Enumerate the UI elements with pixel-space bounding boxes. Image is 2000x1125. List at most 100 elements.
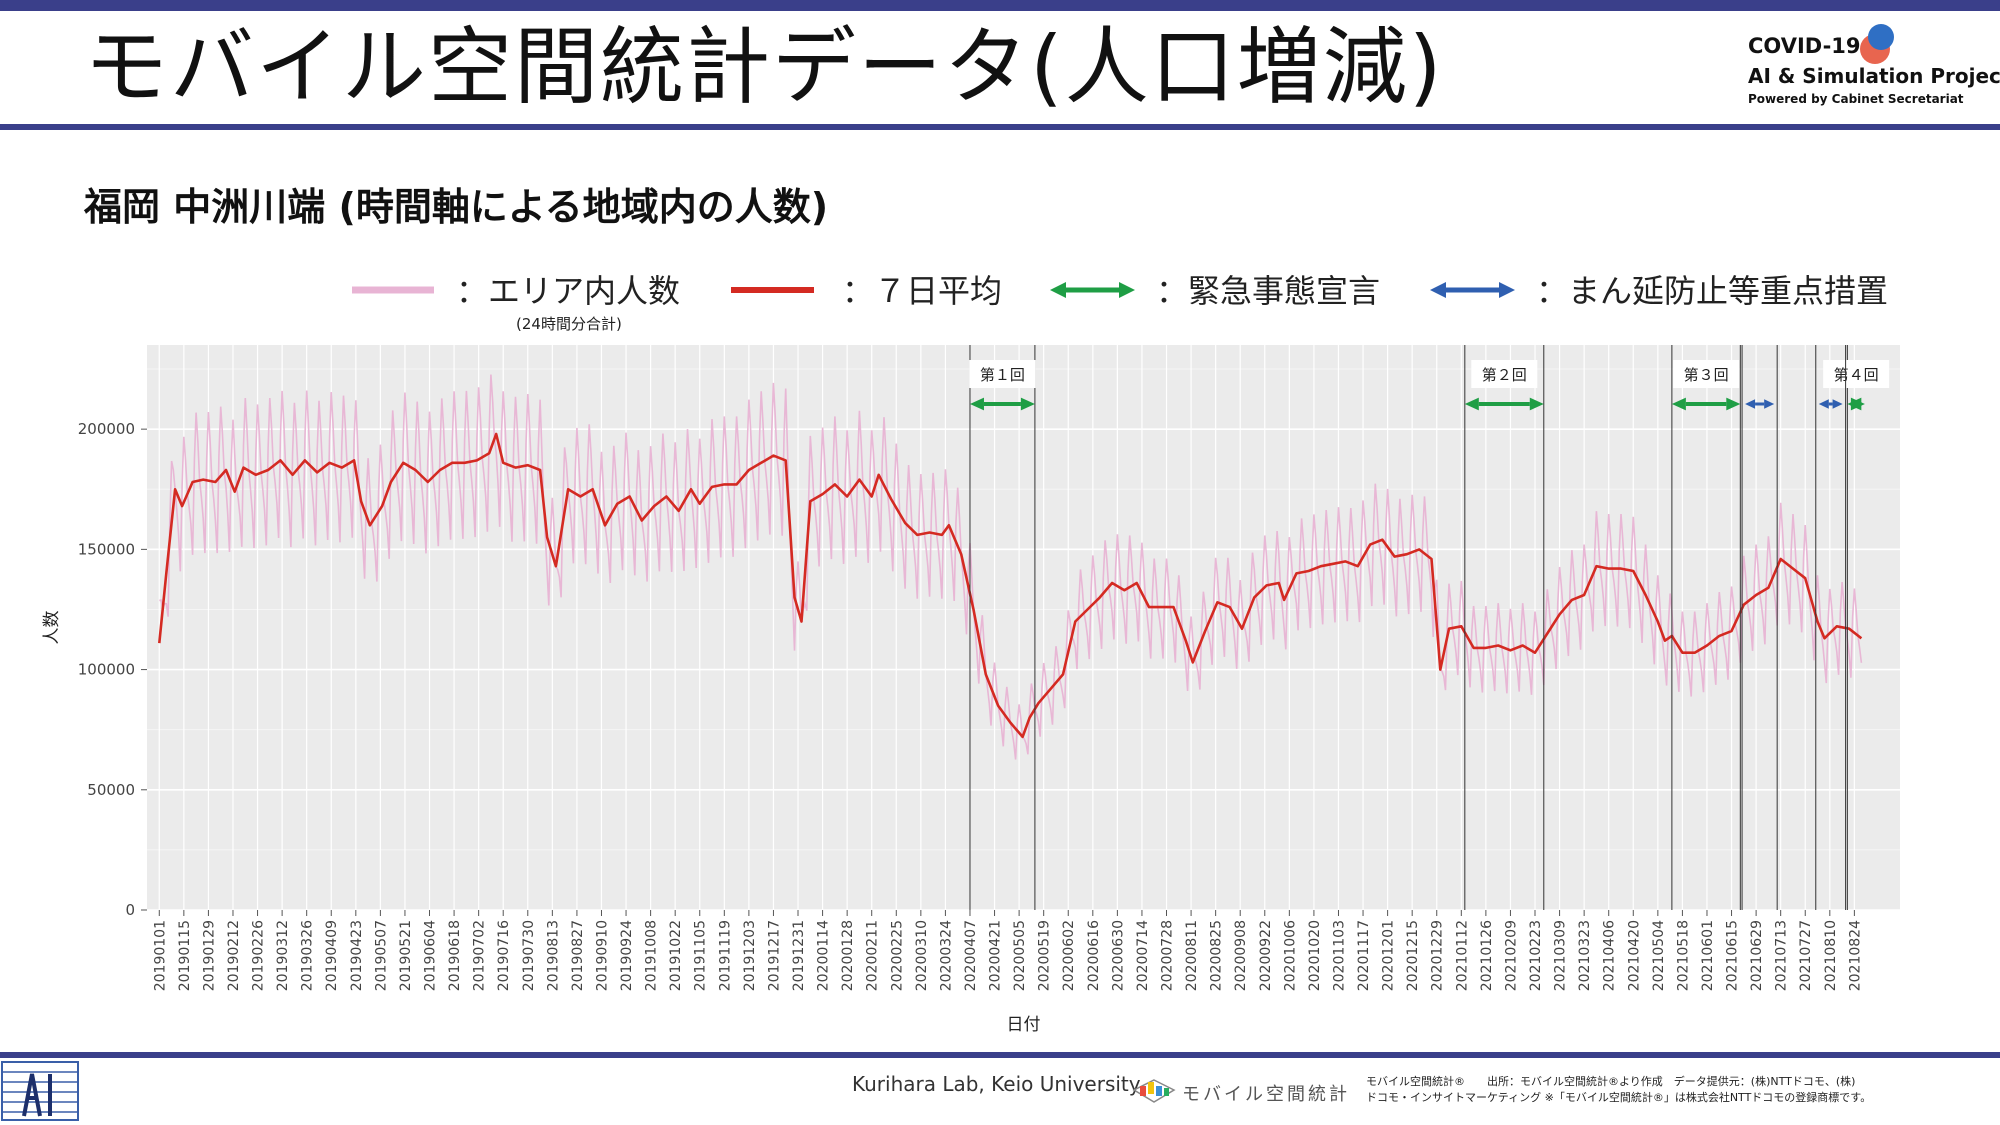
mobile-stats-logo: モバイル空間統計 xyxy=(1130,1076,1347,1106)
x-tick-label: 20190924 xyxy=(619,920,635,991)
x-tick-label: 20190618 xyxy=(447,920,463,991)
emergency-period-arrow xyxy=(1671,397,1741,411)
x-tick-label: 20201229 xyxy=(1430,920,1446,991)
x-tick-label: 20210713 xyxy=(1774,920,1790,991)
chart-subtitle: 福岡 中洲川端 (時間軸による地域内の人数) xyxy=(84,185,829,229)
x-tick-label: 20191105 xyxy=(693,920,709,991)
x-tick-label: 20201117 xyxy=(1356,920,1372,991)
x-tick-label: 20210629 xyxy=(1749,920,1765,991)
legend-semi-emergency-label: ：まん延防止等重点措置 xyxy=(1536,272,1888,310)
y-tick-label: 100000 xyxy=(78,661,135,679)
period-label-box xyxy=(1823,360,1890,388)
x-tick-label: 20200114 xyxy=(816,920,832,991)
x-tick-label: 20190702 xyxy=(472,920,488,991)
seven-day-average-line xyxy=(158,432,1863,739)
source-line-1: モバイル空間統計® 出所：モバイル空間統計®より作成 データ提供元：(株)NTT… xyxy=(1366,1075,1856,1088)
logo-line-1: COVID-19 xyxy=(1748,34,1861,58)
x-tick-label: 20210126 xyxy=(1479,920,1495,991)
mobile-stats-logo-text: モバイル空間統計 xyxy=(1182,1084,1350,1105)
x-tick-label: 20201201 xyxy=(1381,920,1397,991)
x-tick-label: 20191008 xyxy=(644,920,660,991)
x-tick-label: 20200211 xyxy=(865,920,881,991)
x-tick-label: 20210112 xyxy=(1454,920,1470,991)
lab-logo-icon xyxy=(1,1061,79,1121)
x-tick-label: 20200421 xyxy=(988,920,1004,991)
x-tick-label: 20200519 xyxy=(1037,920,1053,991)
data-source-note: モバイル空間統計® 出所：モバイル空間統計®より作成 データ提供元：(株)NTT… xyxy=(1366,1074,1871,1106)
x-tick-label: 20191203 xyxy=(742,920,758,991)
period-label: 第１回 xyxy=(980,366,1025,384)
x-tick-label: 20200728 xyxy=(1160,920,1176,991)
x-tick-label: 20191231 xyxy=(791,920,807,991)
y-tick-label: 200000 xyxy=(78,420,135,438)
x-tick-label: 20200310 xyxy=(914,920,930,991)
x-axis-title: 日付 xyxy=(1007,1015,1041,1035)
mobile-stats-logo-icon xyxy=(1132,1079,1176,1103)
x-tick-label: 20190521 xyxy=(398,920,414,991)
x-tick-label: 20190115 xyxy=(177,920,193,991)
x-tick-label: 20210323 xyxy=(1577,920,1593,991)
x-tick-label: 20190716 xyxy=(496,920,512,991)
x-tick-label: 20200505 xyxy=(1012,920,1028,991)
legend-daily-sublabel: (24時間分合計) xyxy=(516,315,622,333)
x-tick-label: 20190226 xyxy=(251,920,267,991)
page-title: モバイル空間統計データ(人口増減) xyxy=(84,18,1444,116)
x-tick-label: 20200825 xyxy=(1209,920,1225,991)
x-tick-label: 20190409 xyxy=(324,920,340,991)
x-tick-label: 20201006 xyxy=(1282,920,1298,991)
legend-daily-label: ：エリア内人数 xyxy=(456,272,680,310)
x-tick-label: 20190326 xyxy=(300,920,316,991)
x-tick-label: 20210601 xyxy=(1700,920,1716,991)
x-tick-label: 20190910 xyxy=(594,920,610,991)
x-tick-label: 20200225 xyxy=(889,920,905,991)
x-tick-label: 20190827 xyxy=(570,920,586,991)
logo-line-3: Powered by Cabinet Secretariat xyxy=(1748,92,1964,106)
x-tick-label: 20210223 xyxy=(1528,920,1544,991)
emergency-period-arrow xyxy=(969,397,1035,411)
legend-emergency-arrow xyxy=(1050,282,1135,298)
legend-emergency-label: ：緊急事態宣言 xyxy=(1156,272,1380,310)
x-tick-label: 20200908 xyxy=(1233,920,1249,991)
footer-rule xyxy=(0,1052,2000,1058)
semi-emergency-period-arrow xyxy=(1818,399,1843,409)
x-tick-label: 20201103 xyxy=(1331,920,1347,991)
period-label-box xyxy=(1471,360,1538,388)
y-tick-label: 0 xyxy=(125,901,135,919)
x-tick-label: 20200324 xyxy=(938,920,954,991)
y-axis-title: 人数 xyxy=(42,611,62,645)
x-tick-label: 20190813 xyxy=(545,920,561,991)
x-tick-label: 20210504 xyxy=(1651,920,1667,991)
emergency-period-arrow xyxy=(1464,397,1544,411)
x-tick-label: 20210406 xyxy=(1602,920,1618,991)
x-tick-label: 20190604 xyxy=(423,920,439,991)
emergency-period-arrow xyxy=(1847,397,1865,411)
x-tick-label: 20191217 xyxy=(766,920,782,991)
x-tick-label: 20210209 xyxy=(1503,920,1519,991)
x-tick-label: 20191022 xyxy=(668,920,684,991)
period-label: 第３回 xyxy=(1684,366,1729,384)
x-tick-label: 20200714 xyxy=(1135,920,1151,991)
x-tick-label: 20190423 xyxy=(349,920,365,991)
x-tick-label: 20190507 xyxy=(373,920,389,991)
period-label: 第２回 xyxy=(1482,366,1527,384)
footer-credit: Kurihara Lab, Keio University xyxy=(852,1072,1141,1096)
period-label: 第４回 xyxy=(1834,366,1879,384)
x-tick-label: 20200616 xyxy=(1086,920,1102,991)
x-tick-label: 20191119 xyxy=(717,920,733,991)
y-tick-label: 150000 xyxy=(78,540,135,558)
x-tick-label: 20200922 xyxy=(1258,920,1274,991)
x-tick-label: 20190212 xyxy=(226,920,242,991)
x-tick-label: 20210810 xyxy=(1823,920,1839,991)
logo-line-2: AI & Simulation Project xyxy=(1748,64,2000,88)
x-tick-label: 20200128 xyxy=(840,920,856,991)
legend-average-label: ：７日平均 xyxy=(842,272,1002,310)
plot-panel xyxy=(147,345,1900,910)
period-label-box xyxy=(969,360,1036,388)
x-tick-label: 20200407 xyxy=(963,920,979,991)
y-tick-label: 50000 xyxy=(87,781,135,799)
source-line-2: ドコモ・インサイトマーケティング ※「モバイル空間統計®」は株式会社NTTドコモ… xyxy=(1366,1091,1872,1104)
x-tick-label: 20210518 xyxy=(1675,920,1691,991)
x-tick-label: 20210309 xyxy=(1553,920,1569,991)
x-tick-label: 20200630 xyxy=(1110,920,1126,991)
x-tick-label: 20210615 xyxy=(1725,920,1741,991)
